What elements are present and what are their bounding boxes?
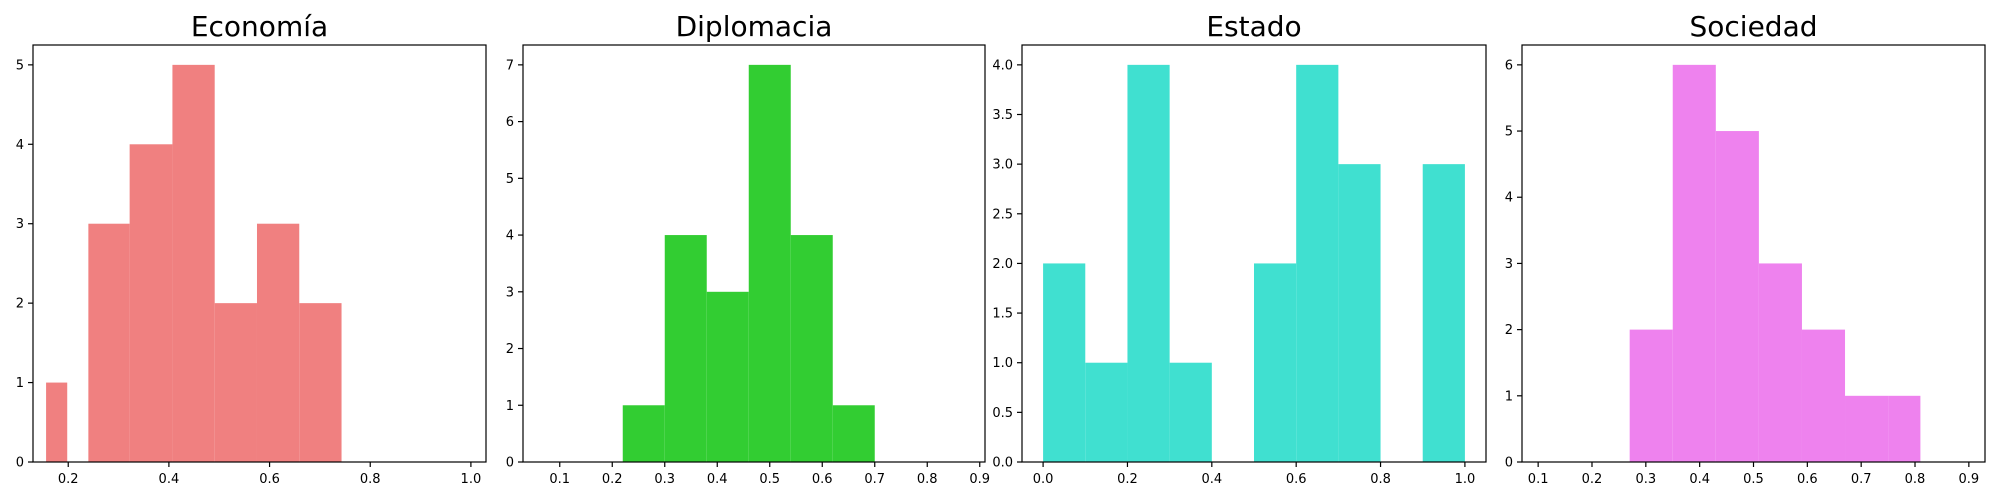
x-tick-label: 0.1: [549, 472, 570, 487]
y-tick-label: 6: [506, 115, 514, 130]
histogram-bar: [622, 405, 665, 462]
y-tick-label: 3: [16, 217, 24, 232]
histogram-bar: [1127, 64, 1170, 462]
x-tick-label: 0.0: [1033, 472, 1054, 487]
x-tick-label: 0.2: [1117, 472, 1138, 487]
y-tick-label: 0: [16, 456, 24, 471]
x-tick-label: 0.4: [159, 472, 180, 487]
y-tick-label: 5: [506, 172, 514, 187]
x-tick-label: 0.3: [654, 472, 675, 487]
histogram-bar: [214, 303, 257, 462]
axes-frame: [522, 44, 986, 463]
histogram-bar: [88, 223, 130, 462]
y-tick-label: 7: [506, 58, 514, 73]
y-tick-label: 4: [506, 229, 514, 244]
y-tick-label: 5: [16, 58, 24, 73]
x-tick-label: 1.0: [461, 472, 482, 487]
histogram-bar: [1296, 64, 1339, 462]
x-tick-label: 0.6: [1797, 472, 1818, 487]
x-tick-label: 0.2: [602, 472, 623, 487]
x-tick-label: 0.1: [1528, 472, 1549, 487]
histogram-bar: [790, 235, 833, 462]
y-tick-label: 0.0: [992, 456, 1013, 471]
histogram-bar: [706, 291, 749, 462]
axes-frame: [1021, 44, 1487, 463]
histogram-bar: [748, 64, 791, 462]
y-tick-label: 1: [506, 399, 514, 414]
histogram-bar: [1085, 362, 1128, 462]
x-tick-label: 0.7: [864, 472, 885, 487]
y-tick-label: 4.0: [992, 58, 1013, 73]
y-tick-label: 2: [506, 342, 514, 357]
y-tick-label: 5: [1505, 125, 1513, 140]
y-tick-label: 1: [16, 376, 24, 391]
histogram-panel: 0.0 0.2 0.4 0.6 0.8 1.0 0.0 0.5 1.0 1.5 2.0 2.5 3.0 3…: [992, 10, 1487, 487]
y-tick-label: 3.5: [992, 108, 1013, 123]
histogram-bar: [1758, 263, 1802, 462]
histogram-bar: [299, 303, 342, 462]
x-tick-label: 0.6: [259, 472, 280, 487]
histogram-bar: [1254, 263, 1297, 462]
x-tick-label: 0.8: [1370, 472, 1391, 487]
x-tick-label: 0.4: [1201, 472, 1222, 487]
histogram-bar: [1672, 64, 1716, 462]
panel-title: Diplomacia: [676, 10, 833, 43]
histogram-bar: [172, 64, 215, 462]
y-tick-label: 1: [1505, 389, 1513, 404]
y-tick-label: 4: [16, 138, 24, 153]
x-tick-label: 0.9: [1959, 472, 1980, 487]
x-tick-label: 0.8: [917, 472, 938, 487]
panel-title: Economía: [191, 10, 328, 43]
histogram-bar: [1169, 362, 1212, 462]
histogram-bar: [256, 223, 300, 462]
histogram-bar: [1715, 131, 1759, 463]
y-tick-label: 0: [506, 456, 514, 471]
y-tick-label: 6: [1505, 58, 1513, 73]
x-tick-label: 0.5: [1743, 472, 1764, 487]
histogram-panel: 0.1 0.2 0.3 0.4 0.5 0.6 0.7 0.8 0.9 0 1 2 3 4 5 6 7 Diplo…: [506, 10, 990, 487]
x-tick-label: 1.0: [1455, 472, 1476, 487]
histogram-bar: [129, 144, 173, 463]
y-tick-label: 2: [1505, 323, 1513, 338]
x-tick-label: 0.2: [58, 472, 79, 487]
y-tick-label: 3: [1505, 257, 1513, 272]
histogram-bar: [46, 382, 68, 462]
x-tick-label: 0.7: [1851, 472, 1872, 487]
histogram-panel: 0.2 0.4 0.6 0.8 1.0 0 1 2 3 4 5 Economía: [16, 10, 487, 487]
x-tick-label: 0.4: [707, 472, 728, 487]
panel-title: Sociedad: [1689, 10, 1817, 43]
axes-frame: [32, 44, 487, 463]
y-tick-label: 2: [16, 297, 24, 312]
histogram-bar: [1043, 263, 1086, 462]
y-tick-label: 3.0: [992, 158, 1013, 173]
x-tick-label: 0.6: [1286, 472, 1307, 487]
x-tick-label: 0.2: [1582, 472, 1603, 487]
histogram-bar: [1422, 164, 1465, 462]
x-tick-label: 0.6: [812, 472, 833, 487]
x-tick-label: 0.9: [969, 472, 990, 487]
histogram-bar: [664, 235, 707, 462]
y-tick-label: 3: [506, 285, 514, 300]
y-tick-label: 0.5: [992, 406, 1013, 421]
histogram-bar: [1845, 395, 1889, 462]
panel-title: Estado: [1206, 10, 1301, 43]
histogram-panel: 0.1 0.2 0.3 0.4 0.5 0.6 0.7 0.8 0.9 0 1 2 3 4 5 6 Socied…: [1505, 10, 1986, 487]
x-tick-label: 0.5: [759, 472, 780, 487]
y-tick-label: 1.0: [992, 356, 1013, 371]
x-tick-label: 0.8: [1905, 472, 1926, 487]
histogram-bar: [1801, 329, 1846, 462]
histogram-bar: [832, 405, 875, 462]
histogram-bar: [1338, 164, 1381, 462]
y-tick-label: 0: [1505, 456, 1513, 471]
x-tick-label: 0.4: [1689, 472, 1710, 487]
histogram-bar: [1888, 395, 1921, 462]
histogram-bar: [1629, 329, 1673, 462]
x-tick-label: 0.8: [360, 472, 381, 487]
y-tick-label: 4: [1505, 191, 1513, 206]
x-tick-label: 0.3: [1635, 472, 1656, 487]
y-tick-label: 2.0: [992, 257, 1013, 272]
y-tick-label: 1.5: [992, 307, 1013, 322]
y-tick-label: 2.5: [992, 207, 1013, 222]
